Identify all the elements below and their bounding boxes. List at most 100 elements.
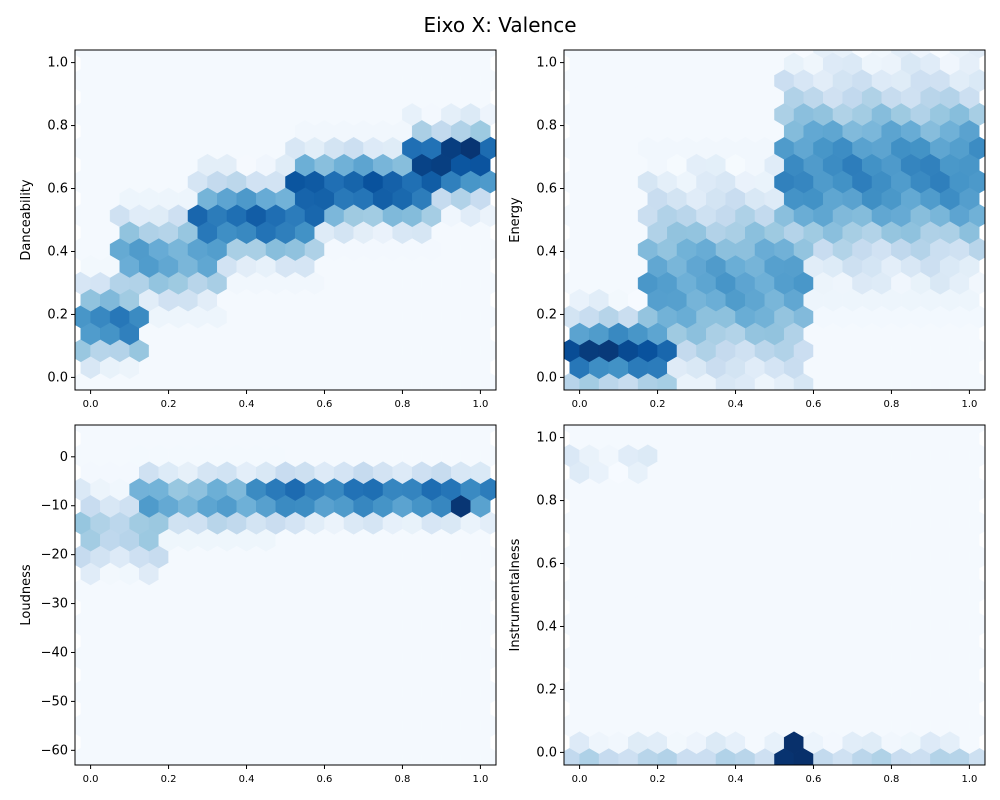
y-axis-label: Danceability [19,179,34,261]
hex-cell [90,50,111,59]
hex-cell [891,50,912,59]
y-tick-label: 0.2 [47,307,68,322]
hex-cell [910,425,931,434]
x-tick-label: 0.2 [161,399,177,410]
x-tick-label: 0.2 [161,774,177,785]
figure-suptitle: Eixo X: Valence [423,13,576,37]
hex-cell [793,425,814,434]
hex-cell [793,50,814,59]
y-tick-label: 0.6 [536,182,557,197]
hex-cell [754,50,775,59]
hex-cell [579,425,600,434]
hex-cell [441,50,462,59]
x-tick-label: 0.0 [572,399,588,410]
hexbin-cells [564,425,985,765]
hex-cell [207,425,228,434]
hex-cell [421,425,442,434]
hexbin-cells [75,425,496,765]
x-tick-label: 1.0 [961,774,977,785]
hex-cell [715,425,736,434]
hex-cell [168,50,189,59]
hex-cell [90,425,111,434]
hex-cell [226,50,247,59]
hex-cell [382,50,403,59]
hex-cell [109,425,130,434]
hex-cell [832,425,853,434]
hex-cell [969,50,985,59]
hex-cell [402,50,423,59]
hex-cell [910,50,931,59]
hex-cell [871,50,892,59]
y-tick-label: 0.4 [536,244,557,259]
hex-cell [949,50,970,59]
hex-cell [813,50,834,59]
hex-cell [324,50,345,59]
hex-cell [871,425,892,434]
x-tick-label: 1.0 [961,399,977,410]
hex-cell [382,425,403,434]
hex-cell [696,50,717,59]
y-tick-label: 0.6 [47,182,68,197]
hexbin-cells [564,50,985,390]
y-tick-label: 0.2 [536,682,557,697]
hex-cell [246,50,267,59]
y-tick-label: 0.8 [47,119,68,134]
hex-cell [852,425,873,434]
y-tick-label: 0.0 [536,745,557,760]
hex-cell [754,425,775,434]
axes-frame [563,424,986,766]
subplot-4: 0.0 0.2 0.4 0.6 0.8 1.0 0.0 0.2 0.4 0.6 0.8 1.0 Inst… [508,424,986,785]
hex-cell [930,425,951,434]
y-axis-label: Energy [508,197,523,243]
hex-cell [304,50,325,59]
x-tick-label: 0.4 [239,399,255,410]
hex-cell [129,425,150,434]
y-tick-label: 0.8 [536,494,557,509]
hex-cell [187,425,208,434]
hex-cell [774,425,795,434]
hex-cell [891,425,912,434]
hex-cell [579,50,600,59]
hex-cell [343,50,364,59]
hex-cell [480,425,496,434]
hex-cell [363,425,384,434]
hex-cell [187,50,208,59]
hex-cell [460,425,481,434]
hex-cell [480,50,496,59]
x-tick-label: 0.6 [806,774,822,785]
hex-cell [564,425,580,434]
y-tick-label: 0.4 [47,244,68,259]
hex-cell [148,425,169,434]
hex-cell [696,425,717,434]
hex-cell [715,50,736,59]
x-tick-label: 0.4 [239,774,255,785]
x-tick-label: 0.0 [572,774,588,785]
hex-cell [265,425,286,434]
x-tick-label: 0.2 [650,774,666,785]
hex-cell [343,425,364,434]
y-tick-label: −60 [41,743,68,758]
hex-cell [676,50,697,59]
hex-cell [148,50,169,59]
hex-cell [598,50,619,59]
hex-cell [460,50,481,59]
hex-cell [774,50,795,59]
axes-frame [74,424,497,766]
y-tick-label: 0.0 [47,370,68,385]
hex-cell [75,50,91,59]
y-tick-label: 0.0 [536,370,557,385]
hex-cell [75,425,91,434]
y-tick-label: 0.4 [536,619,557,634]
hex-cell [735,425,756,434]
y-tick-label: 0 [60,450,68,465]
hex-cell [564,50,580,59]
hex-cell [226,425,247,434]
hex-cell [637,50,658,59]
y-tick-label: 1.0 [536,56,557,71]
x-tick-label: 0.0 [83,774,99,785]
y-tick-label: −20 [41,548,68,563]
hex-cell [657,425,678,434]
hex-cell [207,50,228,59]
hex-cell [949,425,970,434]
